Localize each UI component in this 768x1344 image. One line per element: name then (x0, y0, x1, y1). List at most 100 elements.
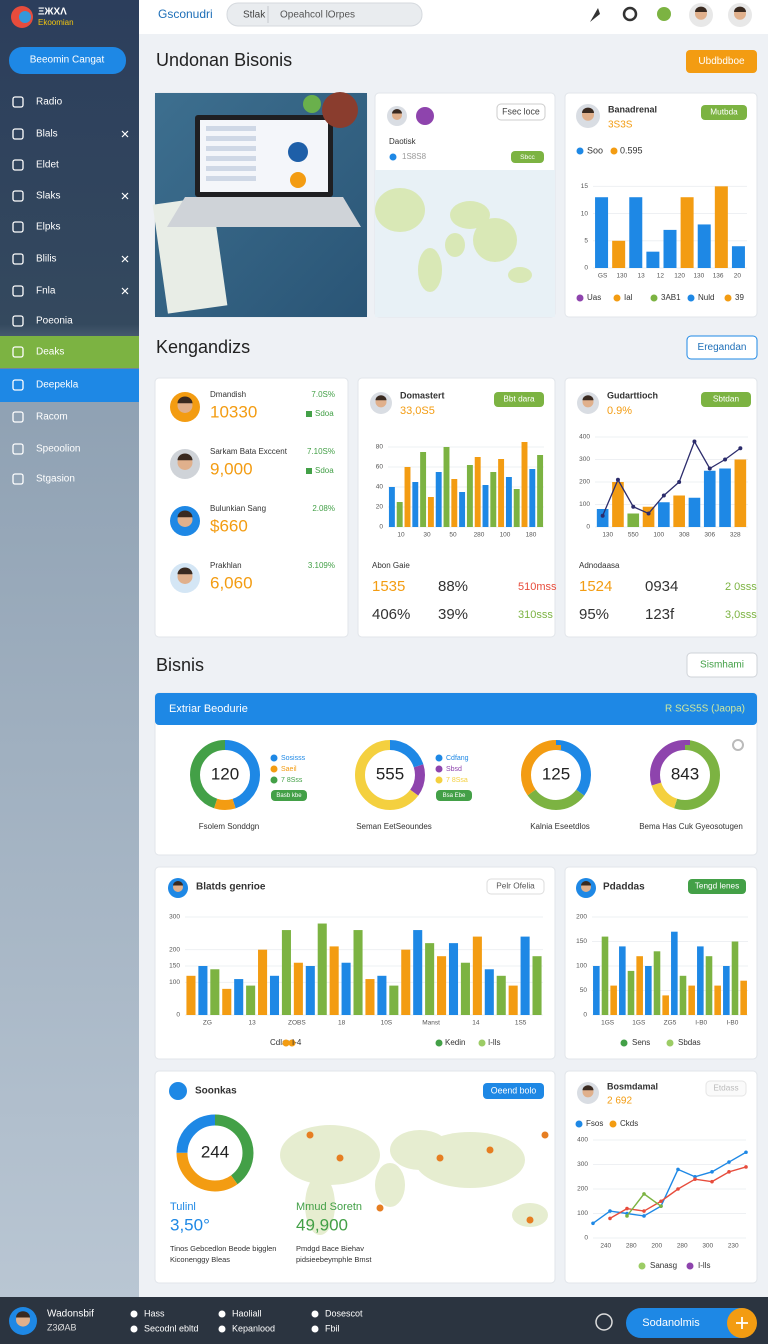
label: Ckds (620, 1119, 638, 1128)
nav-icon (12, 473, 24, 485)
legend-dot (282, 1039, 290, 1047)
x-tick-label: 18 (338, 1020, 346, 1027)
section-title: Undonan Bisonis (156, 50, 292, 70)
donut-center: 125 (542, 764, 570, 783)
label: Sbdas (678, 1038, 701, 1047)
button[interactable] (686, 335, 758, 360)
line-point (677, 480, 682, 484)
button-label[interactable]: Eregandan (698, 342, 747, 353)
bar (329, 946, 339, 1015)
bar (610, 985, 617, 1015)
donut-segment (355, 740, 425, 810)
y-tick-label: 400 (577, 1137, 588, 1144)
button[interactable] (705, 1080, 747, 1097)
button-label[interactable]: Ubdbdboe (698, 56, 745, 67)
footer-link[interactable]: Fbil (325, 1323, 340, 1333)
bar (341, 962, 351, 1015)
icon (657, 7, 671, 21)
bar (246, 985, 256, 1015)
button-label[interactable]: Mutbda (710, 108, 738, 117)
button-label[interactable]: Bsa Ebe (443, 793, 466, 799)
nav-item[interactable]: Blilis (36, 254, 57, 265)
button-label[interactable]: Beeomin Cangat (30, 55, 105, 66)
button-label[interactable]: Pelr Ofelia (496, 882, 535, 891)
x-tick-label: 180 (526, 532, 537, 539)
nav-item[interactable]: Eldet (36, 160, 59, 171)
y-tick-label: 50 (580, 987, 588, 994)
footer-link[interactable]: Dosescot (325, 1308, 363, 1318)
button-label[interactable]: Sbtdan (713, 395, 740, 404)
button-label[interactable]: Tengd lenes (695, 882, 740, 891)
bar (636, 956, 643, 1015)
x-tick-label: I-B0 (726, 1020, 738, 1027)
nav-item[interactable]: Speoolion (36, 444, 80, 455)
button-label[interactable]: Etdass (713, 1084, 738, 1093)
nav-item[interactable]: Elpks (36, 222, 60, 233)
line-point (659, 1199, 663, 1204)
donut-segment (355, 740, 425, 810)
bar (427, 497, 434, 527)
x-tick-label: 14 (472, 1020, 480, 1027)
legend-dot (724, 294, 732, 302)
tab[interactable]: Stlak (243, 10, 266, 21)
label: 7 8Sss (281, 777, 303, 784)
nav-item[interactable]: Deepekla (36, 380, 79, 391)
nav-close (121, 130, 129, 138)
x-tick-label: Manst (422, 1020, 440, 1027)
bar (396, 502, 403, 527)
nav-item[interactable]: Slaks (36, 191, 60, 202)
line-point (608, 1209, 612, 1213)
nav-item[interactable]: Blals (36, 129, 58, 140)
button[interactable] (271, 790, 307, 801)
nav-item[interactable]: Racom (36, 412, 68, 423)
button[interactable] (701, 392, 751, 407)
footer-link[interactable]: Kepanlood (232, 1323, 275, 1333)
footer-button[interactable] (626, 1308, 756, 1338)
button[interactable] (686, 50, 757, 73)
nav-item[interactable]: Poeonia (36, 316, 73, 327)
footer-link[interactable]: Secodnl ebltd (144, 1323, 199, 1333)
button[interactable] (436, 790, 472, 801)
label: 2 0sss (725, 581, 757, 593)
button[interactable] (511, 151, 544, 163)
map-pin (526, 1216, 534, 1224)
sidebar-button[interactable] (9, 47, 126, 74)
search-box[interactable] (226, 2, 423, 27)
nav-item[interactable]: Fnla (36, 286, 56, 297)
button[interactable] (686, 652, 758, 678)
bar (627, 513, 640, 527)
button-label[interactable]: Sbcc (520, 154, 535, 161)
nav-item[interactable]: Stgasion (36, 474, 75, 485)
button[interactable] (486, 878, 545, 895)
bar (437, 956, 447, 1015)
button[interactable] (688, 879, 746, 894)
button-label[interactable]: Sodanolmis (642, 1317, 700, 1329)
x-tick-label: 100 (500, 532, 511, 539)
button-label[interactable]: Basb kbe (276, 793, 302, 799)
label: I-lls (488, 1038, 500, 1047)
legend-label: Ial (624, 293, 633, 302)
icon (169, 1082, 187, 1100)
button-label[interactable]: Sismhami (700, 660, 744, 671)
label: Soonkas (195, 1086, 237, 1097)
button[interactable] (483, 1083, 544, 1099)
bar (258, 949, 268, 1015)
nav-item[interactable]: Deaks (36, 347, 64, 358)
label: Banadrenal (608, 104, 657, 114)
button[interactable] (494, 392, 544, 407)
nav-close (121, 287, 129, 295)
button[interactable] (496, 103, 546, 121)
button-label[interactable]: Fsec loce (502, 106, 540, 116)
button-label[interactable]: Oeend bolo (491, 1085, 537, 1095)
label: I-4 (292, 1038, 302, 1047)
label: 0934 (645, 578, 678, 595)
footer-link[interactable]: Haoliall (232, 1308, 262, 1318)
button[interactable] (701, 105, 747, 120)
label: 6,060 (210, 573, 253, 592)
nav-active (0, 336, 139, 368)
button-label[interactable]: Bbt dara (503, 395, 535, 404)
footer-link[interactable]: Hass (144, 1308, 165, 1318)
map-pin (376, 1204, 384, 1212)
x-tick-label: 130 (602, 532, 613, 539)
nav-item[interactable]: Radio (36, 97, 63, 108)
